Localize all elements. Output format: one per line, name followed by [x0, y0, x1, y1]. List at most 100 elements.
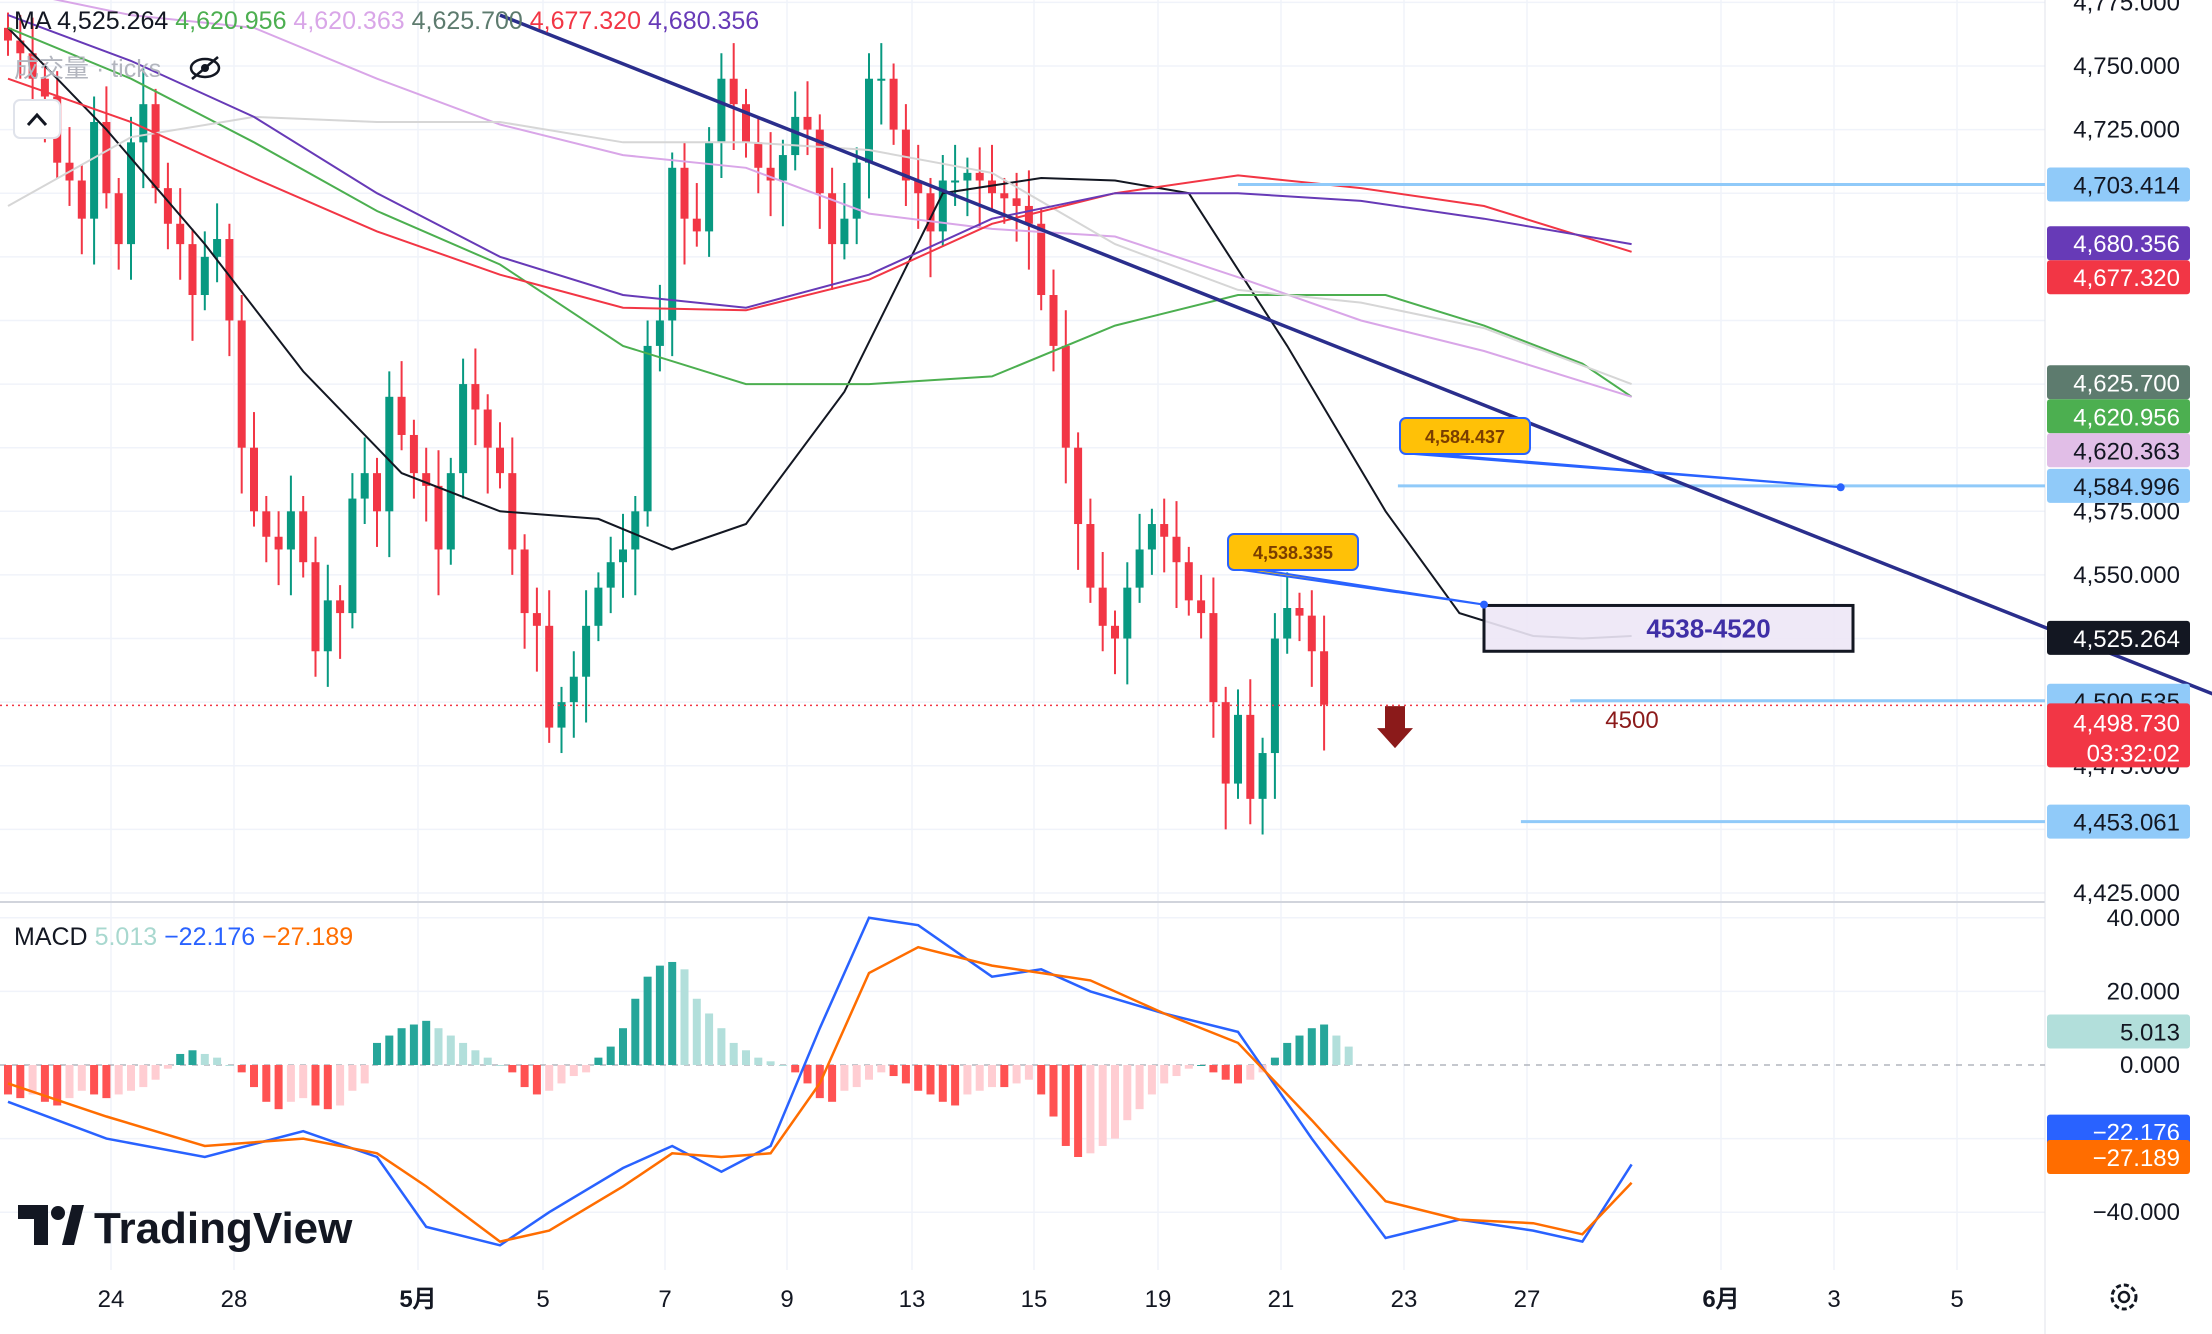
volume-legend[interactable]: 成交量 · ticks: [14, 55, 221, 83]
macd-histogram-bar: [778, 1065, 787, 1066]
macd-tick-label: −40.000: [2093, 1199, 2180, 1226]
macd-histogram-bar: [1086, 1065, 1095, 1154]
candle-body: [1000, 193, 1009, 199]
candle-body: [4, 27, 12, 41]
moving-average-line: [52, 0, 1632, 398]
price-badge: [2047, 167, 2190, 202]
macd-histogram-bar: [631, 998, 640, 1065]
macd-histogram-bar: [532, 1065, 541, 1095]
macd-histogram-bar: [459, 1042, 468, 1065]
callout-label: 4,584.437: [1425, 427, 1505, 447]
candle-body: [828, 193, 837, 245]
candle-body: [606, 562, 615, 588]
macd-histogram-bar: [1307, 1028, 1316, 1065]
down-arrow-icon: [1377, 706, 1413, 749]
macd-histogram-bar: [791, 1065, 800, 1073]
ma-legend-title: MA: [14, 7, 57, 35]
candle-body: [446, 473, 455, 550]
zone-box[interactable]: [1482, 603, 1855, 653]
candle-body: [742, 104, 750, 143]
gear-icon: [2110, 1283, 2138, 1311]
tradingview-wordmark: TradingView: [94, 1204, 353, 1253]
date-tick-label: 24: [98, 1286, 125, 1313]
macd-dea-badge: [2047, 1140, 2190, 1175]
macd-histogram-bar: [865, 1065, 873, 1080]
candle-body: [717, 78, 726, 143]
macd-histogram-bar: [373, 1042, 381, 1065]
macd-histogram-bar: [545, 1065, 554, 1091]
macd-panel: [4, 916, 1633, 1247]
price-zone[interactable]: 4538-4520: [1482, 603, 1855, 653]
macd-histogram-bar: [766, 1061, 775, 1065]
macd-histogram-bar: [28, 1065, 37, 1095]
candle-body: [1037, 223, 1046, 296]
ma-legend-row: MA 4,525.264 4,620.956 4,620.363 4,625.7…: [14, 7, 759, 35]
price-badge-text: 4,703.414: [2073, 173, 2180, 200]
macd-signal-line: [7, 945, 1633, 1243]
macd-dea-badge-text: −27.189: [2093, 1145, 2180, 1172]
macd-histogram-bar: [163, 1065, 172, 1069]
target-marker[interactable]: 4500: [1377, 706, 1659, 749]
macd-histogram-bar: [1234, 1065, 1242, 1084]
price-tick-label: 4,775.000: [2073, 0, 2180, 16]
date-tick-label: 28: [221, 1286, 248, 1313]
zone-label: 4538-4520: [1646, 613, 1770, 643]
candle-body: [631, 511, 640, 550]
downtrend-line: [499, 13, 2212, 696]
price-badge-text: 4,680.356: [2073, 231, 2180, 258]
macd-histogram-bar: [4, 1065, 12, 1095]
candle-body: [151, 104, 160, 189]
macd-histogram-bar: [606, 1046, 615, 1065]
macd-histogram-bar: [508, 1065, 517, 1073]
macd-histogram-bar: [188, 1050, 197, 1065]
macd-histogram-bar: [262, 1065, 271, 1102]
macd-histogram-bar: [90, 1065, 99, 1095]
date-axis[interactable]: 24 28 5月 5 7 9 13 15 19 21 23 27 6月 3 5: [98, 1286, 1964, 1313]
macd-histogram-bar: [803, 1065, 812, 1084]
candle-body: [422, 473, 431, 486]
price-badge-text: 4,620.956: [2073, 404, 2180, 431]
macd-histogram-bar: [1270, 1057, 1279, 1065]
moving-average-line: [7, 26, 1633, 398]
macd-histogram-bar: [1283, 1042, 1292, 1065]
eye-hidden-icon[interactable]: [189, 56, 221, 80]
macd-histogram-bar: [1344, 1046, 1353, 1065]
macd-histogram-bar: [692, 998, 701, 1065]
macd-axis[interactable]: 40.000 20.000 0.000 −40.000: [2093, 905, 2180, 1226]
macd-histogram-bar: [520, 1065, 529, 1088]
candle-body: [225, 239, 234, 321]
moving-average-line: [7, 14, 1632, 309]
macd-histogram-bar: [1246, 1065, 1255, 1080]
macd-histogram-bar: [1184, 1065, 1193, 1069]
candle-body: [754, 142, 763, 168]
collapse-legend-button[interactable]: [13, 99, 61, 139]
tradingview-logo: TradingView: [18, 1204, 353, 1253]
axis-settings-button[interactable]: [2110, 1283, 2138, 1311]
macd-histogram-bar: [655, 965, 664, 1065]
callout-box: [1399, 417, 1531, 455]
ma-legend[interactable]: MA 4,525.264 4,620.956 4,620.363 4,625.7…: [14, 7, 759, 35]
candle-body: [705, 142, 714, 232]
candle-body: [286, 511, 295, 550]
candle-body: [729, 78, 738, 105]
macd-histogram-bar: [250, 1065, 258, 1088]
macd-histogram-bar: [225, 1065, 234, 1066]
macd-histogram-bar: [1037, 1065, 1046, 1095]
macd-histogram-bar: [127, 1065, 135, 1091]
macd-histogram-bar: [975, 1065, 984, 1091]
macd-legend[interactable]: MACD 5.013 −22.176 −27.189: [14, 923, 353, 951]
price-badge-text: 4,677.320: [2073, 265, 2180, 292]
candle-body: [643, 345, 652, 512]
macd-histogram-bar: [1061, 1065, 1070, 1146]
candle-body: [680, 167, 689, 219]
candle-body: [975, 172, 984, 181]
price-badge-text: 4,584.996: [2073, 474, 2180, 501]
price-badge: [2047, 399, 2190, 434]
candle-body: [397, 396, 406, 435]
macd-histogram-bar: [988, 1065, 996, 1088]
date-tick-label: 5: [1950, 1286, 1963, 1313]
price-badge-text: 4,625.700: [2073, 370, 2180, 397]
candle-body: [668, 167, 677, 321]
date-tick-label: 9: [780, 1286, 793, 1313]
